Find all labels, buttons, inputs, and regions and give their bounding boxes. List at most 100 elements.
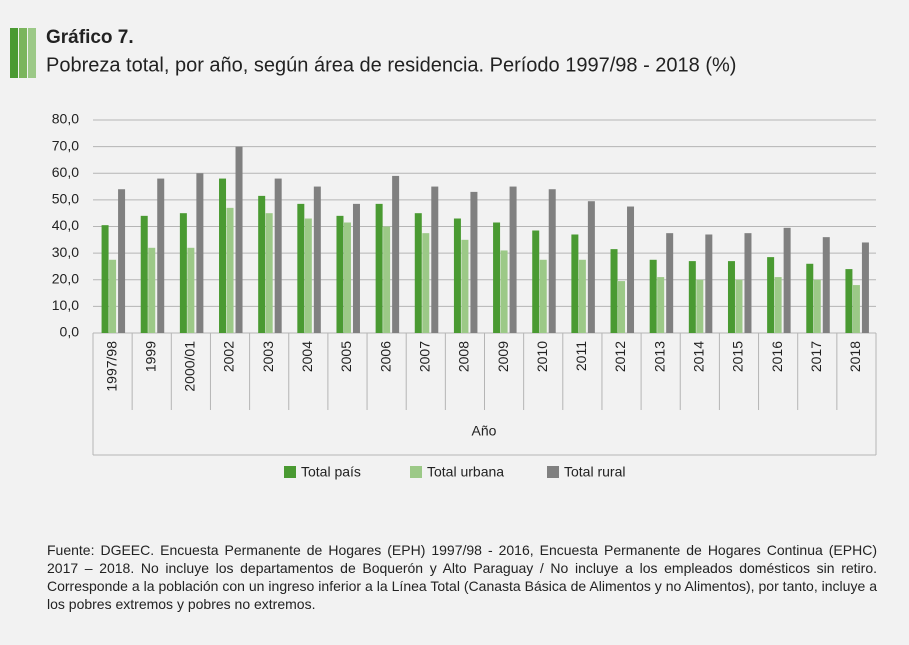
x-tick-label: 2004	[299, 341, 315, 372]
chart: Gráfico 7. Pobreza total, por año, según…	[10, 27, 877, 480]
title-accent	[28, 28, 36, 78]
bar	[548, 189, 556, 333]
bar	[744, 233, 752, 333]
bar	[375, 203, 383, 333]
y-tick-label: 20,0	[52, 270, 79, 286]
x-tick-label: 2003	[260, 341, 276, 372]
bar	[265, 213, 273, 333]
x-axis-label: Año	[472, 423, 497, 439]
bar	[774, 277, 782, 333]
chart-subtitle: Pobreza total, por año, según área de re…	[46, 54, 736, 76]
y-tick-label: 30,0	[52, 244, 79, 260]
legend-label: Total urbana	[427, 464, 504, 480]
bar	[422, 233, 430, 333]
bar	[343, 222, 351, 333]
bar	[783, 227, 791, 333]
y-tick-label: 80,0	[52, 111, 79, 127]
bar	[688, 261, 696, 333]
bar	[304, 218, 312, 333]
y-tick-label: 40,0	[52, 217, 79, 233]
bar	[258, 195, 266, 333]
bar	[610, 249, 618, 333]
bar	[696, 279, 704, 333]
bar	[157, 178, 165, 333]
x-tick-label: 2018	[847, 341, 863, 372]
y-tick-label: 10,0	[52, 297, 79, 313]
bar	[414, 213, 422, 333]
bar	[148, 247, 156, 333]
bar	[313, 186, 321, 333]
x-tick-label: 2011	[573, 341, 589, 371]
bar	[336, 215, 344, 333]
bar	[493, 222, 501, 333]
bar	[767, 257, 775, 333]
bar	[532, 230, 540, 333]
bar	[383, 226, 391, 333]
x-tick-label: 2005	[338, 341, 354, 372]
bar	[461, 239, 469, 333]
bar	[539, 259, 547, 333]
bar	[705, 234, 713, 333]
bar	[226, 207, 234, 333]
bar	[219, 178, 227, 333]
bar	[587, 201, 595, 333]
x-tick-label: 1997/98	[103, 341, 119, 392]
bar	[657, 277, 665, 333]
chart-title: Gráfico 7.	[46, 27, 134, 48]
bar	[806, 263, 814, 333]
x-tick-label: 2002	[221, 341, 237, 372]
x-tick-label: 2017	[808, 341, 824, 372]
x-tick-label: 2010	[534, 341, 550, 372]
title-accent	[10, 28, 18, 78]
x-tick-label: 2012	[612, 341, 628, 372]
x-tick-label: 2000/01	[182, 341, 198, 392]
bar	[822, 237, 830, 333]
title-accent	[19, 28, 27, 78]
bar	[666, 233, 674, 333]
x-tick-label: 1999	[142, 341, 158, 372]
legend-label: Total rural	[564, 464, 625, 480]
bar	[179, 213, 187, 333]
x-tick-label: 2007	[416, 341, 432, 372]
bar	[235, 146, 243, 333]
bar	[727, 261, 735, 333]
legend-swatch	[410, 466, 422, 478]
x-tick-label: 2006	[377, 341, 393, 372]
bar	[500, 250, 508, 333]
bar	[509, 186, 517, 333]
x-tick-label: 2009	[495, 341, 511, 372]
legend-swatch	[284, 466, 296, 478]
bar	[813, 279, 821, 333]
bar	[571, 234, 579, 333]
bar	[196, 173, 204, 333]
x-tick-label: 2013	[651, 341, 667, 372]
x-tick-label: 2008	[456, 341, 472, 372]
bar	[470, 191, 478, 333]
bar	[627, 206, 635, 333]
x-tick-label: 2016	[769, 341, 785, 372]
bar	[578, 259, 586, 333]
bar	[852, 285, 860, 333]
x-tick-label: 2015	[730, 341, 746, 372]
y-tick-label: 70,0	[52, 137, 79, 153]
bar	[118, 189, 126, 333]
bar	[649, 259, 657, 333]
bar	[187, 247, 195, 333]
bar	[392, 175, 400, 333]
source-note: Fuente: DGEEC. Encuesta Permanente de Ho…	[47, 542, 877, 612]
bar	[453, 218, 461, 333]
bar	[140, 215, 148, 333]
bar	[109, 259, 117, 333]
legend-label: Total país	[301, 464, 361, 480]
bar	[735, 279, 743, 333]
y-tick-label: 50,0	[52, 191, 79, 207]
bar	[101, 225, 109, 333]
x-tick-label: 2014	[691, 341, 707, 372]
bar	[352, 203, 360, 333]
bar	[861, 242, 869, 333]
y-tick-label: 60,0	[52, 164, 79, 180]
legend-swatch	[547, 466, 559, 478]
y-tick-label: 0,0	[60, 324, 80, 340]
bar	[845, 269, 853, 333]
